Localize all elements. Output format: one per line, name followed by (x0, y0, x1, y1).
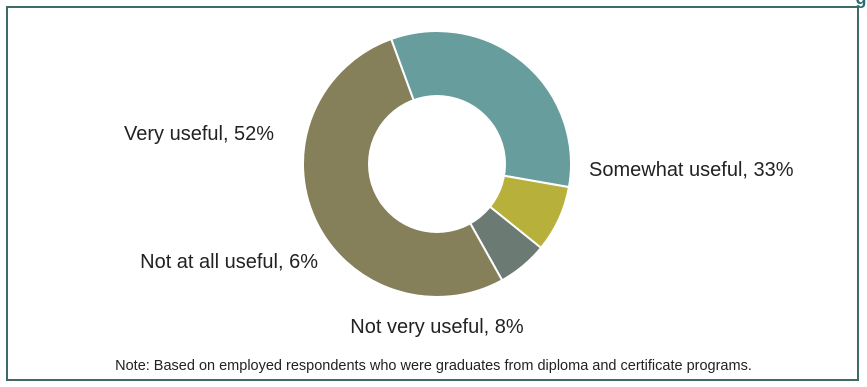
header-title-fragment: g (856, 0, 867, 8)
slice-label-very-useful: Very useful, 52% (124, 123, 274, 145)
slice-label-not-very-useful: Not very useful, 8% (350, 316, 524, 338)
header-strip: g (0, 0, 867, 8)
slice-label-not-at-all-useful: Not at all useful, 6% (140, 251, 318, 273)
slice-label-somewhat-useful: Somewhat useful, 33% (589, 159, 794, 181)
chart-note: Note: Based on employed respondents who … (115, 358, 752, 374)
donut-hole (368, 95, 506, 233)
